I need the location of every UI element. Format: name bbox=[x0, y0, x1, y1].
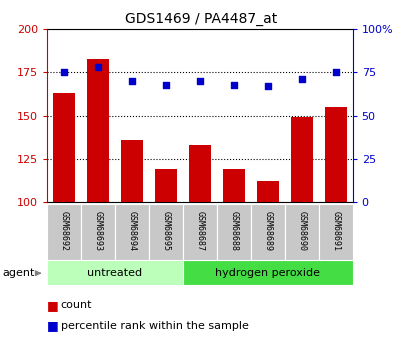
Point bbox=[230, 82, 236, 87]
Point bbox=[162, 82, 169, 87]
Bar bbox=[182, 204, 216, 260]
Text: ■: ■ bbox=[47, 299, 59, 312]
Text: ■: ■ bbox=[47, 319, 59, 333]
Bar bbox=[155, 169, 177, 202]
Bar bbox=[256, 181, 278, 202]
Bar bbox=[87, 59, 109, 202]
Text: GSM68694: GSM68694 bbox=[127, 211, 136, 251]
Text: GSM68689: GSM68689 bbox=[263, 211, 272, 251]
Point bbox=[264, 83, 270, 89]
Text: GSM68690: GSM68690 bbox=[297, 211, 306, 251]
Bar bbox=[189, 145, 210, 202]
Bar bbox=[81, 204, 115, 260]
Bar bbox=[121, 140, 143, 202]
Text: GSM68687: GSM68687 bbox=[195, 211, 204, 251]
Bar bbox=[53, 93, 75, 202]
Bar bbox=[148, 204, 182, 260]
Point bbox=[94, 65, 101, 70]
Text: percentile rank within the sample: percentile rank within the sample bbox=[61, 321, 248, 331]
Bar bbox=[324, 107, 346, 202]
Bar bbox=[290, 117, 312, 202]
Text: agent: agent bbox=[2, 268, 34, 277]
Point bbox=[298, 77, 304, 82]
Bar bbox=[222, 169, 244, 202]
Text: GSM68692: GSM68692 bbox=[59, 211, 68, 251]
Bar bbox=[47, 260, 182, 285]
Bar bbox=[216, 204, 250, 260]
Bar bbox=[115, 204, 148, 260]
Text: GDS1469 / PA4487_at: GDS1469 / PA4487_at bbox=[124, 12, 276, 26]
Text: untreated: untreated bbox=[87, 268, 142, 277]
Text: GSM68688: GSM68688 bbox=[229, 211, 238, 251]
Point bbox=[61, 70, 67, 75]
Text: GSM68691: GSM68691 bbox=[330, 211, 339, 251]
Bar bbox=[47, 204, 81, 260]
Text: count: count bbox=[61, 300, 92, 310]
Point bbox=[128, 78, 135, 84]
Point bbox=[332, 70, 338, 75]
Point bbox=[196, 78, 203, 84]
Bar bbox=[182, 260, 352, 285]
Text: GSM68693: GSM68693 bbox=[93, 211, 102, 251]
Text: GSM68695: GSM68695 bbox=[161, 211, 170, 251]
Bar bbox=[250, 204, 284, 260]
Bar bbox=[318, 204, 352, 260]
Text: hydrogen peroxide: hydrogen peroxide bbox=[215, 268, 319, 277]
Bar bbox=[284, 204, 318, 260]
